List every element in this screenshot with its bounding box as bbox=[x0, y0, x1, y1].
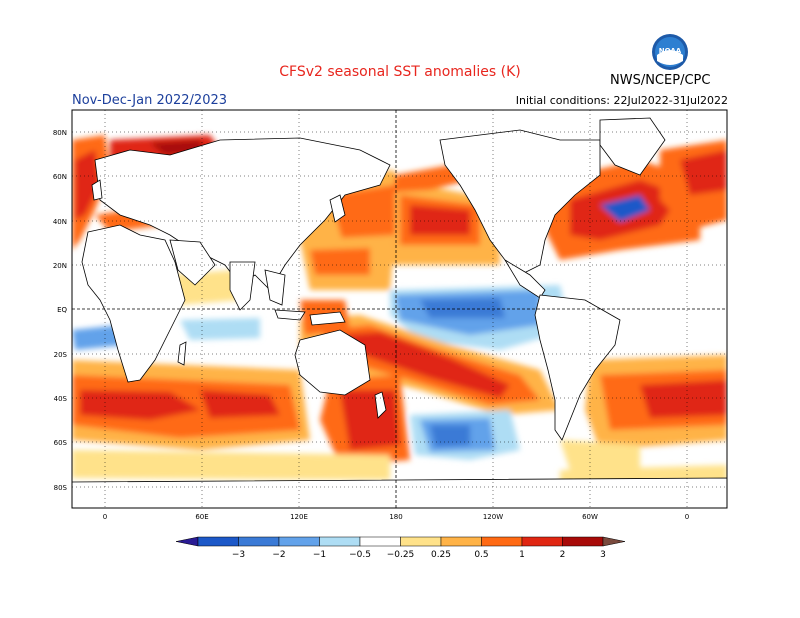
colorbar-swatch bbox=[197, 536, 239, 547]
season-subtitle: Nov-Dec-Jan 2022/2023 bbox=[72, 93, 228, 108]
lat-label: 60S bbox=[54, 439, 68, 447]
lat-label: 60N bbox=[53, 173, 67, 181]
colorbar-label: 2 bbox=[560, 550, 566, 560]
lat-label: 80N bbox=[53, 129, 67, 137]
lon-label: 60E bbox=[195, 513, 208, 521]
anomaly-field bbox=[72, 117, 727, 508]
equator-dateline bbox=[72, 110, 727, 508]
colorbar-label: −0.25 bbox=[387, 550, 415, 560]
lon-label: 0 bbox=[103, 513, 107, 521]
logo-text: NOAA bbox=[659, 47, 682, 55]
agency-label: NWS/NCEP/CPC bbox=[610, 73, 711, 88]
lat-label: 80S bbox=[54, 484, 68, 492]
lat-label: 40S bbox=[54, 395, 68, 403]
colorbar-swatch bbox=[319, 536, 361, 547]
lat-label: EQ bbox=[57, 306, 67, 314]
colorbar-label: −1 bbox=[313, 550, 326, 560]
colorbar-swatch bbox=[400, 536, 442, 547]
longitude-labels: 0 60E 120E 180 120W 60W 0 bbox=[103, 513, 689, 521]
lon-label: 60W bbox=[582, 513, 598, 521]
colorbar-swatch bbox=[359, 536, 401, 547]
lon-label: 180 bbox=[389, 513, 402, 521]
map-title: CFSv2 seasonal SST anomalies (K) bbox=[279, 64, 521, 80]
colorbar-arrow-high bbox=[602, 536, 626, 547]
colorbar-swatch bbox=[238, 536, 280, 547]
colorbar-swatch bbox=[278, 536, 320, 547]
lon-label: 0 bbox=[685, 513, 689, 521]
colorbar-label: 1 bbox=[519, 550, 525, 560]
colorbar-label: −0.5 bbox=[349, 550, 371, 560]
colorbar-arrow-low bbox=[175, 536, 199, 547]
lon-label: 120W bbox=[483, 513, 503, 521]
latitude-labels: 80N 60N 40N 20N EQ 20S 40S 60S 80S bbox=[53, 129, 68, 492]
lat-label: 20S bbox=[54, 351, 68, 359]
colorbar-label: 0.25 bbox=[431, 550, 451, 560]
colorbar-label: 0.5 bbox=[474, 550, 488, 560]
lon-label: 120E bbox=[290, 513, 308, 521]
lat-label: 40N bbox=[53, 218, 67, 226]
lat-label: 20N bbox=[53, 262, 67, 270]
colorbar-swatch bbox=[562, 536, 604, 547]
colorbar-swatch bbox=[481, 536, 523, 547]
initial-conditions: Initial conditions: 22Jul2022-31Jul2022 bbox=[515, 94, 728, 107]
colorbar-swatch bbox=[521, 536, 563, 547]
colorbar: −3 −2 −1 −0.5 −0.25 0.25 0.5 1 2 3 bbox=[175, 536, 626, 560]
colorbar-label: −2 bbox=[272, 550, 285, 560]
colorbar-swatch bbox=[440, 536, 482, 547]
colorbar-label: 3 bbox=[600, 550, 606, 560]
colorbar-label: −3 bbox=[232, 550, 245, 560]
map-frame bbox=[71, 109, 728, 509]
noaa-logo: NOAA bbox=[652, 34, 688, 70]
